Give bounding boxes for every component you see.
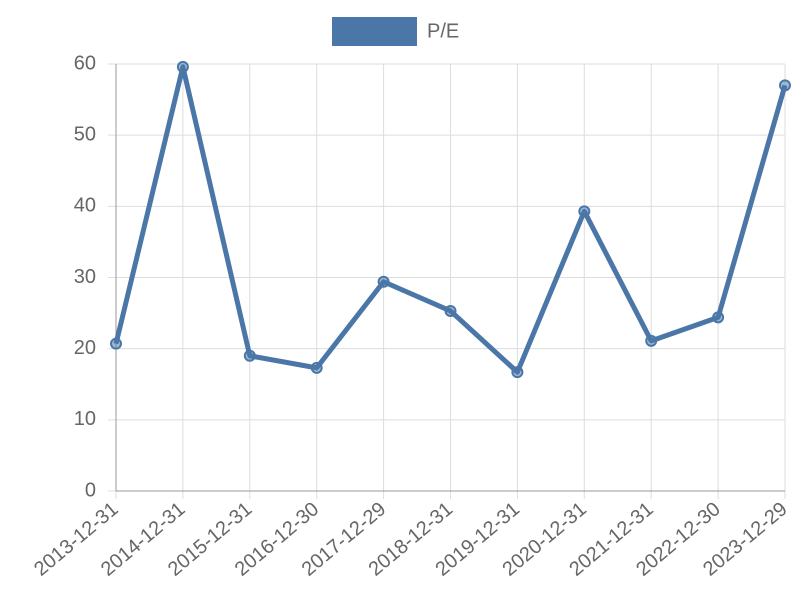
y-tick-label: 0 [85, 479, 96, 501]
point [511, 366, 524, 379]
point [444, 304, 457, 317]
y-tick-label: 40 [74, 195, 96, 217]
point [310, 361, 323, 374]
legend-swatch [332, 17, 417, 46]
point [176, 60, 189, 73]
y-tick-label: 10 [74, 408, 96, 430]
point [712, 311, 725, 324]
point [110, 337, 122, 350]
point [779, 79, 791, 92]
point [645, 334, 658, 347]
point [243, 349, 256, 362]
y-tick-label: 60 [74, 52, 96, 74]
point [578, 205, 591, 218]
legend-label: P/E [427, 20, 459, 42]
point [377, 275, 390, 288]
y-tick-label: 20 [74, 337, 96, 359]
y-tick-label: 50 [74, 123, 96, 145]
y-tick-label: 30 [74, 266, 96, 288]
